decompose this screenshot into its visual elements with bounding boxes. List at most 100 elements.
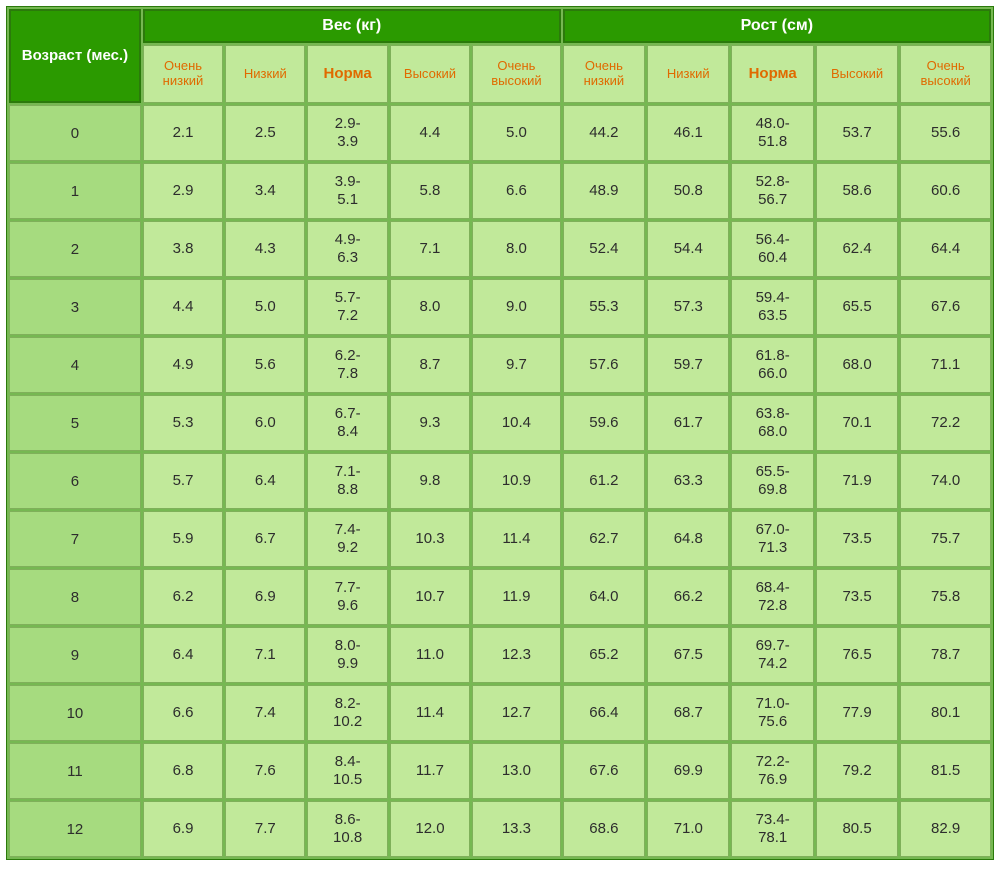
weight-cell: 2.5: [225, 105, 305, 161]
weight-cell: 7.1-8.8: [307, 453, 387, 509]
weight-cell: 7.4: [225, 685, 305, 741]
height-cell: 67.5: [647, 627, 729, 683]
table-row: 106.67.48.2-10.211.412.766.468.771.0-75.…: [9, 685, 991, 741]
weight-cell: 5.6: [225, 337, 305, 393]
weight-cell: 11.7: [390, 743, 470, 799]
height-cell: 55.6: [900, 105, 991, 161]
height-cell: 74.0: [900, 453, 991, 509]
weight-cell: 5.0: [472, 105, 561, 161]
weight-cell: 6.9: [225, 569, 305, 625]
weight-cell: 2.9-3.9: [307, 105, 387, 161]
weight-cell: 6.7-8.4: [307, 395, 387, 451]
weight-cell: 7.7-9.6: [307, 569, 387, 625]
height-cell: 81.5: [900, 743, 991, 799]
weight-cell: 6.0: [225, 395, 305, 451]
weight-cell: 4.3: [225, 221, 305, 277]
height-cell: 61.8-66.0: [731, 337, 813, 393]
weight-cell: 8.6-10.8: [307, 801, 387, 857]
table-row: 75.96.77.4-9.210.311.462.764.867.0-71.37…: [9, 511, 991, 567]
height-cell: 68.6: [563, 801, 645, 857]
age-cell: 11: [9, 743, 141, 799]
table-row: 34.45.05.7-7.28.09.055.357.359.4-63.565.…: [9, 279, 991, 335]
weight-cell: 12.0: [390, 801, 470, 857]
height-cell: 72.2: [900, 395, 991, 451]
height-cell: 60.6: [900, 163, 991, 219]
table-row: 96.47.18.0-9.911.012.365.267.569.7-74.27…: [9, 627, 991, 683]
weight-cell: 8.7: [390, 337, 470, 393]
height-cell: 73.5: [816, 511, 898, 567]
height-cell: 79.2: [816, 743, 898, 799]
height-cell: 64.8: [647, 511, 729, 567]
height-cell: 52.4: [563, 221, 645, 277]
weight-cell: 2.1: [143, 105, 223, 161]
sub-height-low: Низкий: [647, 45, 729, 103]
height-cell: 68.4-72.8: [731, 569, 813, 625]
height-cell: 61.2: [563, 453, 645, 509]
age-cell: 2: [9, 221, 141, 277]
weight-cell: 5.8: [390, 163, 470, 219]
table-row: 44.95.66.2-7.88.79.757.659.761.8-66.068.…: [9, 337, 991, 393]
table-row: 12.93.43.9-5.15.86.648.950.852.8-56.758.…: [9, 163, 991, 219]
height-cell: 46.1: [647, 105, 729, 161]
weight-cell: 12.3: [472, 627, 561, 683]
height-cell: 64.4: [900, 221, 991, 277]
height-cell: 58.6: [816, 163, 898, 219]
height-cell: 57.6: [563, 337, 645, 393]
height-cell: 66.4: [563, 685, 645, 741]
weight-cell: 6.4: [225, 453, 305, 509]
weight-cell: 6.6: [143, 685, 223, 741]
height-cell: 70.1: [816, 395, 898, 451]
age-cell: 6: [9, 453, 141, 509]
weight-cell: 8.0-9.9: [307, 627, 387, 683]
weight-cell: 12.7: [472, 685, 561, 741]
weight-cell: 8.0: [472, 221, 561, 277]
height-cell: 61.7: [647, 395, 729, 451]
height-cell: 63.3: [647, 453, 729, 509]
height-cell: 76.5: [816, 627, 898, 683]
subheader-row: Очень низкий Низкий Норма Высокий Очень …: [9, 45, 991, 103]
height-cell: 44.2: [563, 105, 645, 161]
sub-height-norm: Норма: [731, 45, 813, 103]
height-cell: 78.7: [900, 627, 991, 683]
age-cell: 5: [9, 395, 141, 451]
height-cell: 69.7-74.2: [731, 627, 813, 683]
weight-cell: 5.0: [225, 279, 305, 335]
weight-cell: 7.4-9.2: [307, 511, 387, 567]
weight-cell: 11.4: [390, 685, 470, 741]
height-cell: 77.9: [816, 685, 898, 741]
height-cell: 67.6: [900, 279, 991, 335]
header-height-group: Рост (см): [563, 9, 991, 43]
age-cell: 9: [9, 627, 141, 683]
age-cell: 7: [9, 511, 141, 567]
height-cell: 73.5: [816, 569, 898, 625]
table-row: 126.97.78.6-10.812.013.368.671.073.4-78.…: [9, 801, 991, 857]
sub-height-very-low: Очень низкий: [563, 45, 645, 103]
height-cell: 65.5-69.8: [731, 453, 813, 509]
table-body: 02.12.52.9-3.94.45.044.246.148.0-51.853.…: [9, 105, 991, 857]
height-cell: 71.1: [900, 337, 991, 393]
height-cell: 63.8-68.0: [731, 395, 813, 451]
height-cell: 59.6: [563, 395, 645, 451]
weight-cell: 10.3: [390, 511, 470, 567]
weight-cell: 3.4: [225, 163, 305, 219]
height-cell: 68.7: [647, 685, 729, 741]
height-cell: 53.7: [816, 105, 898, 161]
weight-cell: 5.9: [143, 511, 223, 567]
weight-cell: 4.4: [143, 279, 223, 335]
age-cell: 10: [9, 685, 141, 741]
sub-height-very-high: Очень высокий: [900, 45, 991, 103]
weight-cell: 6.9: [143, 801, 223, 857]
sub-weight-high: Высокий: [390, 45, 470, 103]
sub-weight-very-high: Очень высокий: [472, 45, 561, 103]
height-cell: 71.0: [647, 801, 729, 857]
height-cell: 75.7: [900, 511, 991, 567]
height-cell: 69.9: [647, 743, 729, 799]
height-cell: 52.8-56.7: [731, 163, 813, 219]
weight-cell: 7.6: [225, 743, 305, 799]
weight-cell: 8.0: [390, 279, 470, 335]
weight-cell: 6.2-7.8: [307, 337, 387, 393]
height-cell: 54.4: [647, 221, 729, 277]
weight-cell: 7.1: [390, 221, 470, 277]
sub-weight-low: Низкий: [225, 45, 305, 103]
weight-cell: 8.4-10.5: [307, 743, 387, 799]
